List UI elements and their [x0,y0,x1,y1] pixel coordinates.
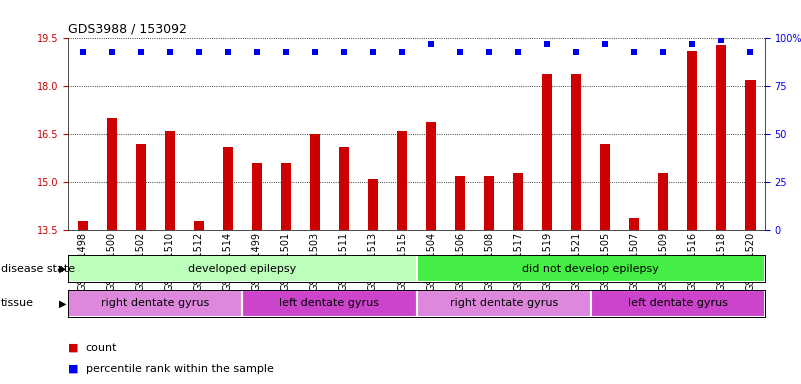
Text: tissue: tissue [1,298,34,308]
Point [367,49,380,55]
Bar [417,290,590,317]
Bar [310,134,320,230]
Point [396,49,409,55]
Point [105,49,118,55]
Point [628,49,641,55]
Bar [339,147,349,230]
Bar [107,118,117,230]
Point [657,49,670,55]
Bar [368,179,378,230]
Point [512,49,525,55]
Point [280,49,292,55]
Bar [281,163,291,230]
Bar [590,290,765,317]
Bar [78,221,87,230]
Point [570,49,582,55]
Text: right dentate gyrus: right dentate gyrus [101,298,209,308]
Bar [455,176,465,230]
Bar [242,290,417,317]
Point [337,49,350,55]
Text: left dentate gyrus: left dentate gyrus [628,298,728,308]
Point [453,49,466,55]
Point [308,49,321,55]
Bar [417,255,765,282]
Bar [542,74,552,230]
Text: ■: ■ [68,343,78,353]
Text: GDS3988 / 153092: GDS3988 / 153092 [68,23,187,36]
Point [541,41,553,47]
Text: developed epilepsy: developed epilepsy [188,264,296,274]
Point [483,49,496,55]
Bar [397,131,407,230]
Bar [484,176,494,230]
Point [744,49,757,55]
Point [715,37,728,43]
Bar [194,221,203,230]
Bar [571,74,582,230]
Bar [223,147,233,230]
Bar [426,122,436,230]
Text: disease state: disease state [1,264,75,274]
Point [686,41,698,47]
Bar [68,255,417,282]
Text: did not develop epilepsy: did not develop epilepsy [522,264,659,274]
Point [599,41,612,47]
Point [135,49,147,55]
Text: ■: ■ [68,364,78,374]
Bar [165,131,175,230]
Text: ▶: ▶ [58,264,66,274]
Bar [716,45,727,230]
Point [76,49,89,55]
Point [221,49,234,55]
Bar [513,173,523,230]
Point [192,49,205,55]
Point [251,49,264,55]
Bar [135,144,146,230]
Bar [630,218,639,230]
Bar [600,144,610,230]
Point [163,49,176,55]
Text: percentile rank within the sample: percentile rank within the sample [86,364,274,374]
Text: right dentate gyrus: right dentate gyrus [449,298,557,308]
Bar [252,163,262,230]
Text: left dentate gyrus: left dentate gyrus [280,298,380,308]
Bar [68,290,242,317]
Bar [687,51,698,230]
Text: ▶: ▶ [58,298,66,308]
Bar [658,173,668,230]
Point [425,41,437,47]
Bar [746,80,755,230]
Text: count: count [86,343,117,353]
